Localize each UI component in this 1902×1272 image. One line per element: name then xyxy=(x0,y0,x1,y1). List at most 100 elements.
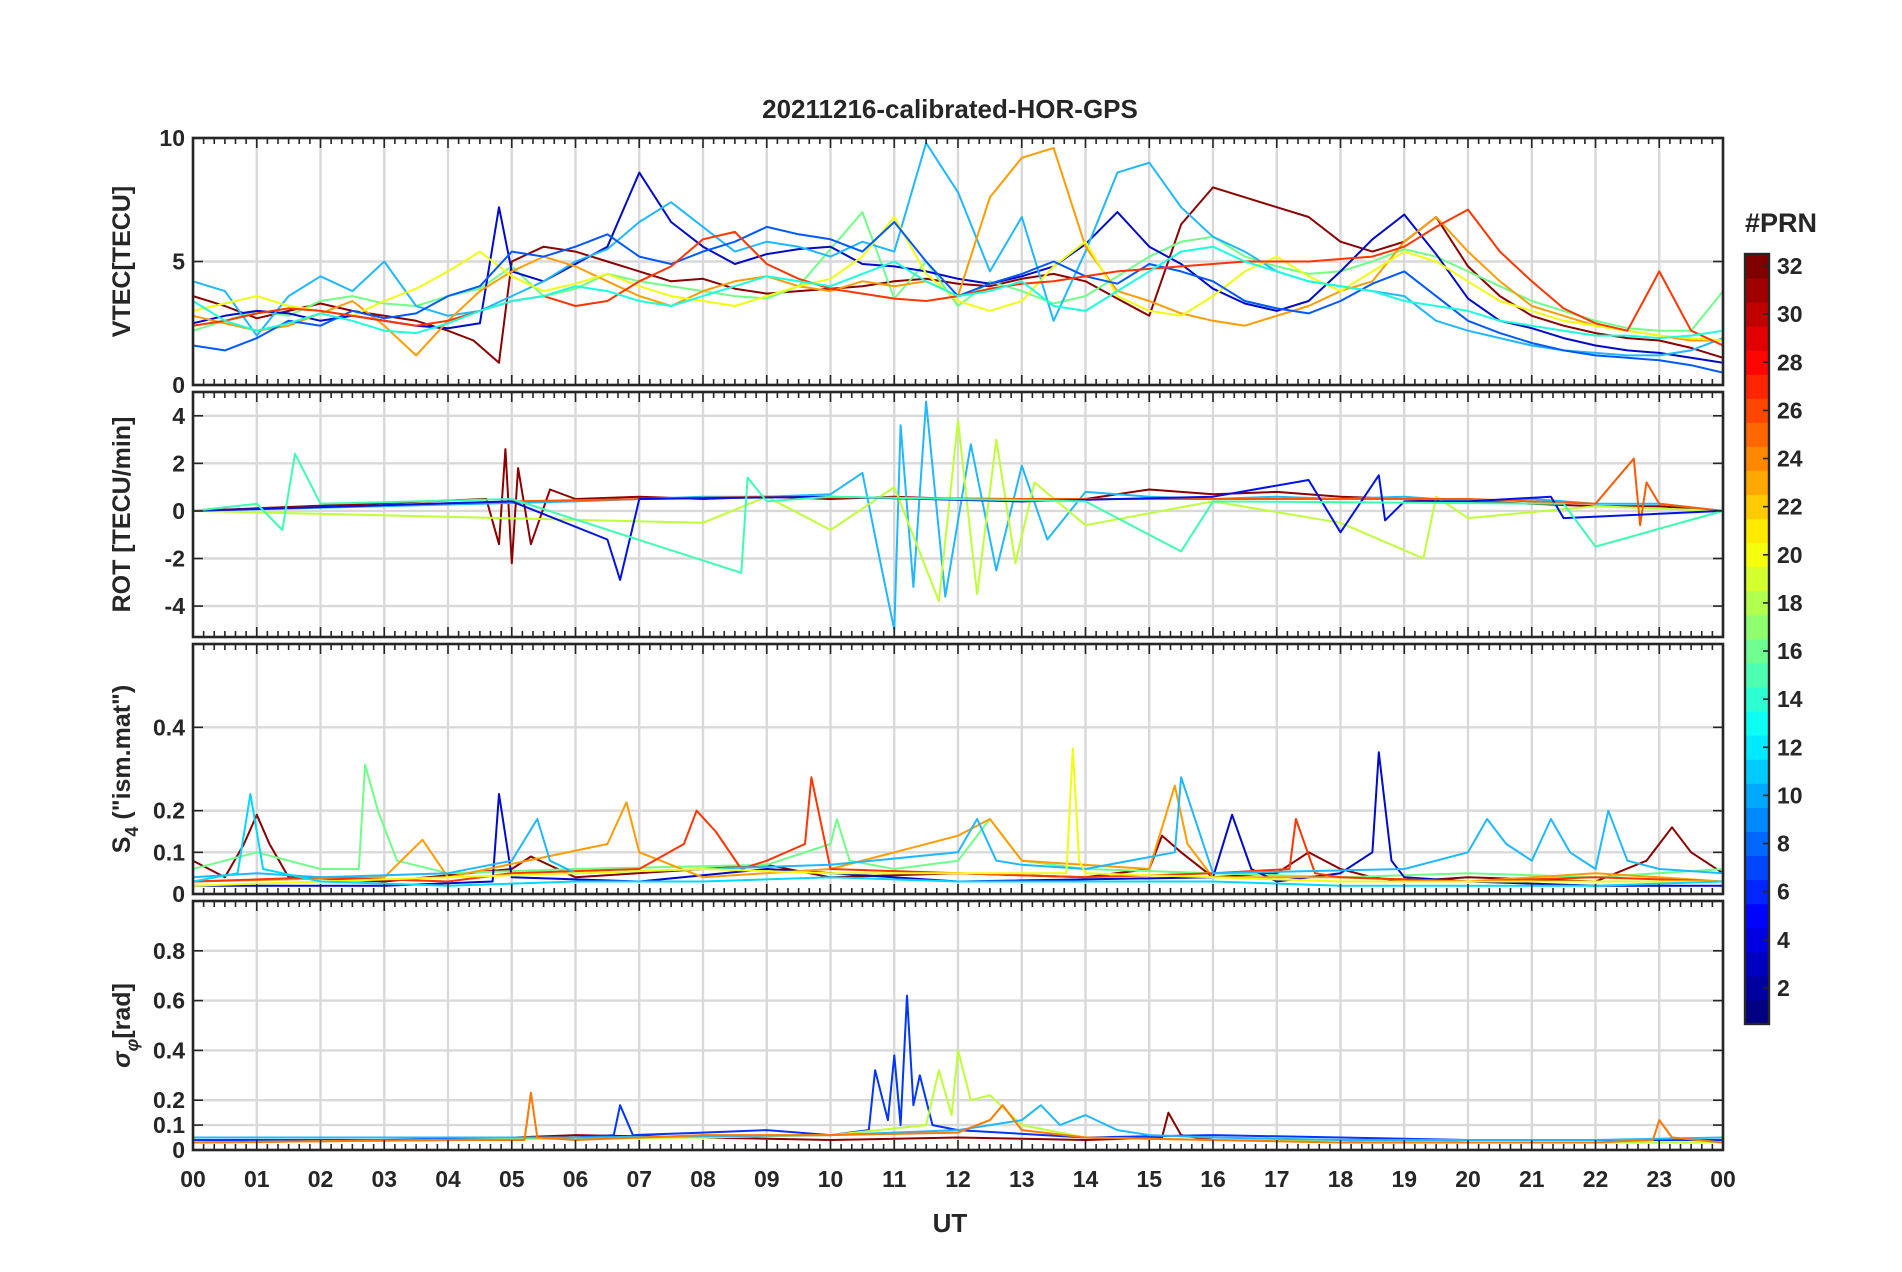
x-tick-labels: 00 01 02 03 04 05 06 07 08 09 10 11 12 13 14 15 16 17 18 19… xyxy=(180,1166,1736,1192)
colorbar-segment xyxy=(1745,951,1769,977)
x-tick-label: 15 xyxy=(1136,1166,1162,1192)
colorbar-tick-label: 8 xyxy=(1777,831,1790,857)
colorbar-segment xyxy=(1745,807,1769,832)
panel-frame xyxy=(191,390,1725,639)
y-tick-label: -2 xyxy=(165,546,185,572)
colorbar-segment xyxy=(1745,855,1769,881)
y-tick-label: 0.8 xyxy=(153,938,185,964)
series-line-prn-3 xyxy=(193,474,1723,581)
y-tick-label: 0.2 xyxy=(153,1087,185,1113)
x-tick-label: 19 xyxy=(1391,1166,1417,1192)
y-tick-label: 0.2 xyxy=(153,798,185,824)
x-tick-label: 23 xyxy=(1646,1166,1672,1192)
panel-frame xyxy=(191,899,1725,1152)
y-tick-label: 0.6 xyxy=(153,988,185,1014)
panel-frame xyxy=(191,642,1725,896)
y-tick-label: -4 xyxy=(165,593,186,619)
colorbar-tick-label: 4 xyxy=(1777,927,1790,953)
y-tick-label: 5 xyxy=(172,249,185,275)
x-tick-label: 17 xyxy=(1264,1166,1290,1192)
series-line-prn-27 xyxy=(193,776,1723,883)
colorbar-tick-label: 2 xyxy=(1777,975,1790,1001)
x-tick-label: 09 xyxy=(754,1166,780,1192)
x-tick-label: 03 xyxy=(371,1166,397,1192)
x-tick-label: 10 xyxy=(818,1166,844,1192)
colorbar-segment xyxy=(1745,711,1769,736)
series-line-prn-31 xyxy=(193,813,1723,883)
series-line-prn-11 xyxy=(193,776,1723,879)
x-tick-label: 22 xyxy=(1583,1166,1609,1192)
colorbar-tick-label: 26 xyxy=(1777,397,1803,423)
series-line-prn-31 xyxy=(193,186,1723,364)
panel-sigma_phi: 00.10.2 0.4 0.6 0.8 σφ[rad] xyxy=(108,899,1725,1163)
colorbar-tick-label: 32 xyxy=(1777,253,1803,279)
y-axis-label: σφ[rad] xyxy=(108,983,142,1068)
y-tick-label: 0.4 xyxy=(153,714,185,740)
colorbar-segment xyxy=(1745,903,1769,929)
x-tick-label: 21 xyxy=(1519,1166,1545,1192)
y-tick-label: 4 xyxy=(172,403,185,429)
x-tick-label: 12 xyxy=(945,1166,971,1192)
y-tick-label: 0 xyxy=(172,372,185,398)
x-tick-label: 14 xyxy=(1073,1166,1099,1192)
series-line-prn-19 xyxy=(193,747,1723,887)
x-tick-label: 06 xyxy=(563,1166,589,1192)
colorbar-tick-label: 14 xyxy=(1777,686,1803,712)
colorbar-tick-label: 12 xyxy=(1777,734,1803,760)
x-tick-label: 11 xyxy=(882,1166,907,1192)
x-tick-label: 00 xyxy=(1710,1166,1736,1192)
x-tick-label: 00 xyxy=(180,1166,206,1192)
series-line-prn-16 xyxy=(193,763,1723,879)
series-group xyxy=(193,994,1723,1144)
colorbar-tick-label: 30 xyxy=(1777,301,1803,327)
series-line-prn-25 xyxy=(193,1091,1723,1144)
series-group xyxy=(193,141,1723,374)
x-tick-label: 13 xyxy=(1009,1166,1035,1192)
x-tick-label: 16 xyxy=(1200,1166,1226,1192)
x-tick-label: 08 xyxy=(690,1166,716,1192)
x-tick-label: 07 xyxy=(626,1166,652,1192)
y-axis-label: ROT [TECU/min] xyxy=(108,417,136,613)
series-line-prn-23 xyxy=(193,784,1723,883)
series-line-prn-14 xyxy=(193,245,1723,340)
panel-rot: -4 -2 0 2 4 ROT [TECU/min] xyxy=(108,390,1725,639)
series-line-prn-19 xyxy=(193,216,1723,342)
colorbar-segment xyxy=(1745,374,1769,399)
x-tick-label: 01 xyxy=(244,1166,270,1192)
y-tick-label: 0.1 xyxy=(153,1112,185,1138)
series-line-prn-5 xyxy=(193,994,1723,1141)
colorbar-tick-label: 16 xyxy=(1777,638,1803,664)
colorbar-segment xyxy=(1745,422,1769,447)
y-tick-label: 0 xyxy=(172,1137,185,1163)
y-axis-label: S4 ("ism.mat") xyxy=(108,685,142,854)
y-tick-label: 0 xyxy=(172,498,185,524)
colorbar-tick-label: 18 xyxy=(1777,590,1803,616)
x-tick-label: 20 xyxy=(1455,1166,1481,1192)
panel-vtec: 0 5 10 VTEC[TECU] xyxy=(108,125,1725,398)
series-line-prn-2 xyxy=(193,171,1723,364)
colorbar-segment xyxy=(1745,326,1769,351)
colorbar-segment xyxy=(1745,278,1769,303)
colorbar-tick-label: 28 xyxy=(1777,349,1803,375)
x-tick-label: 04 xyxy=(435,1166,461,1192)
colorbar-tick-label: 24 xyxy=(1777,446,1803,472)
x-tick-label: 18 xyxy=(1328,1166,1354,1192)
y-tick-label: 0 xyxy=(172,881,185,907)
panel-s4: 0 0.1 0.2 0.4 S4 ("ism.mat") xyxy=(108,642,1725,907)
x-tick-label: 05 xyxy=(499,1166,525,1192)
colorbar-segment xyxy=(1745,518,1769,544)
colorbar-frame xyxy=(1743,252,1771,1026)
colorbar-title: #PRN xyxy=(1745,208,1817,238)
series-line-prn-15 xyxy=(193,452,1723,574)
y-tick-label: 0.4 xyxy=(153,1037,185,1063)
colorbar-tick-label: 20 xyxy=(1777,542,1803,568)
y-tick-label: 10 xyxy=(159,125,185,151)
y-tick-label: 2 xyxy=(172,450,185,476)
series-group xyxy=(193,400,1723,631)
colorbar-tick-label: 6 xyxy=(1777,879,1790,905)
series-line-prn-17 xyxy=(193,419,1723,603)
y-tick-label: 0.1 xyxy=(153,839,185,865)
